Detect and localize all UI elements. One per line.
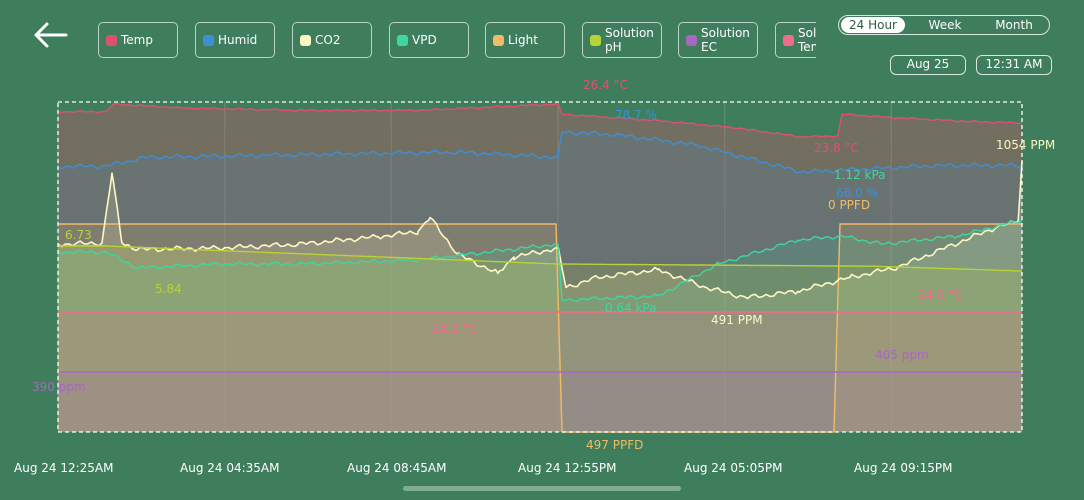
co2-series-area — [58, 161, 1022, 433]
legend-chip-light[interactable]: Light — [485, 22, 565, 58]
vpd-value-label: 0.64 kPa — [605, 301, 657, 315]
humid-value-label: 66.0 % — [836, 186, 878, 200]
x-axis-label: Aug 24 12:25AM — [14, 461, 114, 475]
legend-label-solution-ec: Solution EC — [701, 26, 750, 54]
back-button[interactable] — [30, 18, 70, 52]
co2-value-label: 1054 PPM — [996, 138, 1055, 152]
x-axis-label: Aug 24 08:45AM — [347, 461, 447, 475]
legend-label-co2: CO2 — [315, 33, 341, 47]
vpd-series-area — [58, 219, 1022, 432]
light-color-swatch — [493, 35, 504, 46]
plot-border — [57, 101, 1023, 433]
solution-ph-value-label: 6.73 — [65, 228, 92, 242]
legend-label-temp: Temp — [121, 33, 153, 47]
vpd-value-label: 1.12 kPa — [834, 168, 886, 182]
legend-label-vpd: VPD — [412, 33, 437, 47]
vpd-color-swatch — [397, 35, 408, 46]
solution-ph-value-label: 5.84 — [155, 282, 182, 296]
x-axis-label: Aug 24 05:05PM — [684, 461, 783, 475]
solution-ph-color-swatch — [590, 35, 601, 46]
vpd-series-line — [57, 219, 1023, 303]
light-series-area — [58, 224, 1022, 432]
solution-ec-value-label: 405 ppm — [875, 348, 929, 362]
legend-chip-vpd[interactable]: VPD — [389, 22, 469, 58]
x-axis-label: Aug 24 04:35AM — [180, 461, 280, 475]
humid-series-line — [57, 130, 1023, 174]
solution-temp-value-label: 24.9 °C — [918, 288, 963, 302]
home-indicator — [403, 486, 681, 491]
time-picker-button[interactable]: 12:31 AM — [976, 55, 1052, 75]
legend-label-humid: Humid — [218, 33, 258, 47]
co2-value-label: 491 PPM — [711, 313, 763, 327]
date-picker-button[interactable]: Aug 25 — [890, 55, 966, 75]
range-option-month[interactable]: Month — [995, 18, 1033, 32]
range-option-week[interactable]: Week — [928, 18, 962, 32]
solution-ec-value-label: 390 ppm — [32, 380, 86, 394]
temp-series-area — [58, 103, 1022, 433]
legend-label-solution-temp: Solution Temp — [798, 26, 816, 54]
humid-value-label: 78.7 % — [615, 108, 657, 122]
light-value-label: 0 PPFD — [828, 198, 870, 212]
solution-ec-color-swatch — [686, 35, 697, 46]
legend-chip-co2[interactable]: CO2 — [292, 22, 372, 58]
solution-temp-value-label: 24.2 °C — [432, 322, 477, 336]
temp-value-label: 23.8 °C — [814, 141, 859, 155]
legend: Temp Humid CO2 VPD Light Solution pH Sol… — [98, 22, 816, 60]
temp-series-line — [57, 102, 1023, 138]
legend-chip-solution-ph[interactable]: Solution pH — [582, 22, 662, 58]
legend-chip-temp[interactable]: Temp — [98, 22, 178, 58]
legend-chip-solution-ec[interactable]: Solution EC — [678, 22, 758, 58]
legend-label-solution-ph: Solution pH — [605, 26, 654, 54]
light-series-line — [58, 223, 1022, 433]
light-value-label: 497 PPFD — [586, 438, 643, 452]
solution-ec-series-area — [58, 372, 1022, 432]
time-range-toggle: 24 Hour Week Month — [838, 15, 1050, 35]
solution-ph-series-line — [58, 245, 1023, 272]
legend-chip-solution-temp[interactable]: Solution Temp — [775, 22, 816, 58]
temp-color-swatch — [106, 35, 117, 46]
humid-series-area — [58, 131, 1022, 432]
temp-value-label: 26.4 °C — [583, 78, 628, 92]
x-axis-label: Aug 24 12:55PM — [518, 461, 617, 475]
co2-color-swatch — [300, 35, 311, 46]
humid-color-swatch — [203, 35, 214, 46]
co2-series-line — [57, 161, 1023, 300]
x-axis-label: Aug 24 09:15PM — [854, 461, 953, 475]
legend-chip-humid[interactable]: Humid — [195, 22, 275, 58]
range-option-24-hour[interactable]: 24 Hour — [841, 17, 905, 33]
back-arrow-icon — [34, 22, 68, 48]
solution-temp-color-swatch — [783, 35, 794, 46]
legend-label-light: Light — [508, 33, 538, 47]
